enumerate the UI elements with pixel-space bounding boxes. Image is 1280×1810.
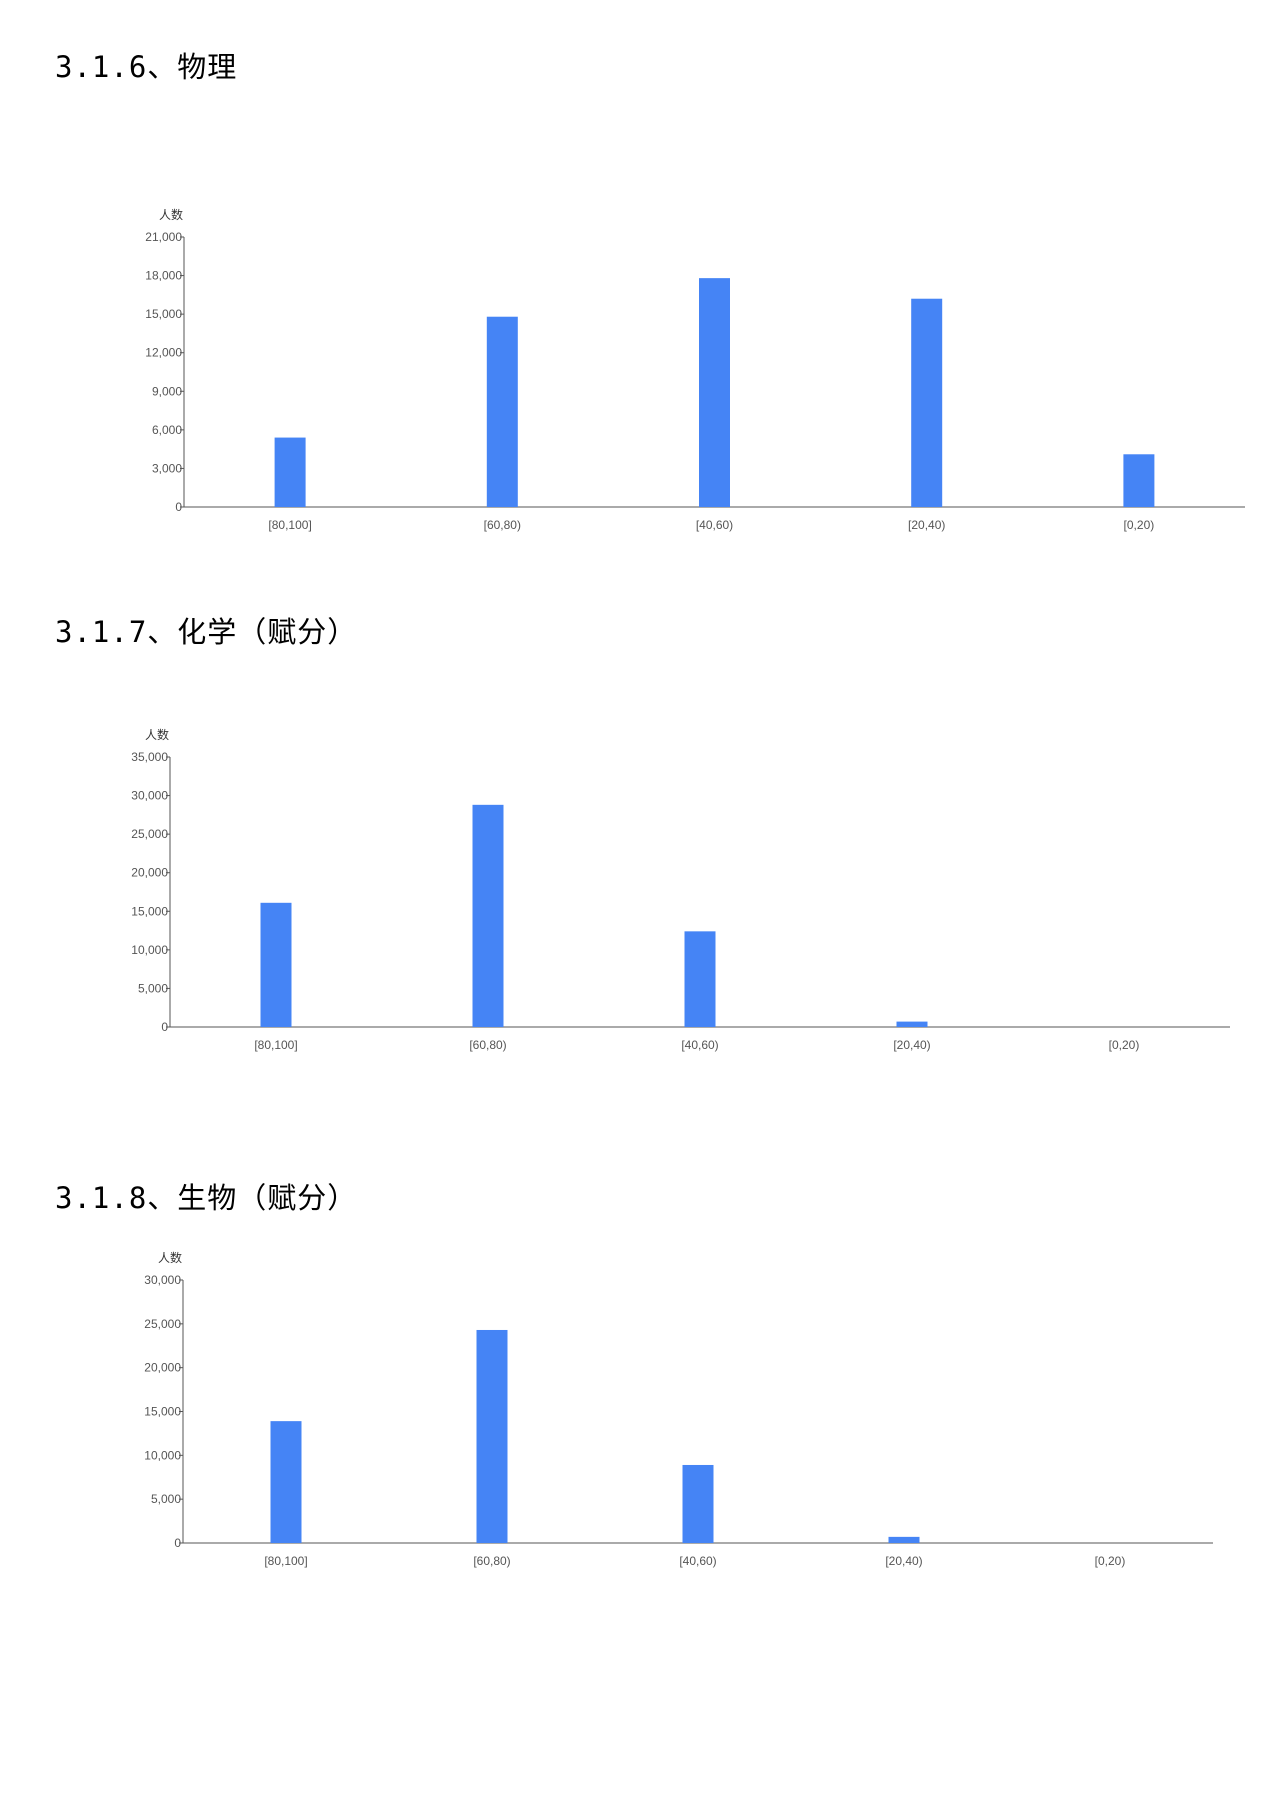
bar <box>270 1421 302 1543</box>
y-tick-label: 0 <box>174 1536 181 1550</box>
bar <box>472 804 504 1027</box>
x-category-label: [20,40) <box>908 518 945 532</box>
y-axis-unit-label: 人数 <box>145 727 169 742</box>
x-category-label: [60,80) <box>484 518 521 532</box>
y-tick-label: 15,000 <box>145 307 182 321</box>
section-title-physics: 3.1.6、物理 <box>55 50 238 84</box>
bar <box>911 298 943 507</box>
section-title-chemistry: 3.1.7、化学（赋分） <box>55 615 358 649</box>
bar <box>486 316 518 507</box>
x-category-label: [20,40) <box>885 1554 922 1568</box>
y-tick-label: 5,000 <box>151 1492 181 1506</box>
bar <box>1123 454 1155 507</box>
biology-score-bar-chart: 人数 0 5,000 10,000 15,000 20,000 25,000 30,000 [8… <box>144 1250 1213 1568</box>
x-category-label: [60,80) <box>473 1554 510 1568</box>
y-tick-label: 35,000 <box>131 750 168 764</box>
bar <box>274 437 306 507</box>
y-tick-label: 25,000 <box>144 1317 181 1331</box>
y-tick-label: 15,000 <box>144 1405 181 1419</box>
x-category-label: [40,60) <box>681 1038 718 1052</box>
x-category-label: [20,40) <box>893 1038 930 1052</box>
y-tick-label: 21,000 <box>145 230 182 244</box>
bar <box>260 902 292 1027</box>
y-tick-label: 25,000 <box>131 827 168 841</box>
x-category-label: [40,60) <box>696 518 733 532</box>
x-category-label: [0,20) <box>1109 1038 1140 1052</box>
x-category-label: [60,80) <box>469 1038 506 1052</box>
y-tick-label: 30,000 <box>144 1273 181 1287</box>
bar <box>896 1021 928 1027</box>
y-tick-label: 18,000 <box>145 269 182 283</box>
x-category-label: [0,20) <box>1124 518 1155 532</box>
y-axis-unit-label: 人数 <box>159 207 183 222</box>
y-tick-label: 0 <box>175 500 182 514</box>
chemistry-score-bar-chart: 人数 0 5,000 10,000 15,000 20,000 25,000 30,000 35… <box>131 727 1230 1052</box>
y-tick-label: 10,000 <box>131 943 168 957</box>
y-tick-label: 12,000 <box>145 346 182 360</box>
bar <box>682 1464 714 1543</box>
y-axis-unit-label: 人数 <box>158 1250 182 1265</box>
y-tick-label: 10,000 <box>144 1448 181 1462</box>
y-tick-label: 20,000 <box>131 866 168 880</box>
bar <box>699 278 730 507</box>
y-tick-label: 15,000 <box>131 904 168 918</box>
y-tick-label: 20,000 <box>144 1361 181 1375</box>
x-category-label: [80,100] <box>254 1038 297 1052</box>
bar <box>684 931 716 1027</box>
x-category-label: [80,100] <box>268 518 311 532</box>
x-category-label: [0,20) <box>1095 1554 1126 1568</box>
x-category-label: [80,100] <box>264 1554 307 1568</box>
bar <box>476 1329 508 1543</box>
y-tick-label: 0 <box>161 1020 168 1034</box>
y-tick-label: 30,000 <box>131 789 168 803</box>
y-tick-label: 9,000 <box>152 384 182 398</box>
x-category-label: [40,60) <box>679 1554 716 1568</box>
section-title-biology: 3.1.8、生物（赋分） <box>55 1181 358 1215</box>
y-tick-label: 3,000 <box>152 461 182 475</box>
y-tick-label: 5,000 <box>138 981 168 995</box>
physics-score-bar-chart: 人数 0 3,000 6,000 9,000 12,000 15,000 18,000 21,0… <box>145 207 1245 532</box>
y-tick-label: 6,000 <box>152 423 182 437</box>
bar <box>888 1536 920 1543</box>
